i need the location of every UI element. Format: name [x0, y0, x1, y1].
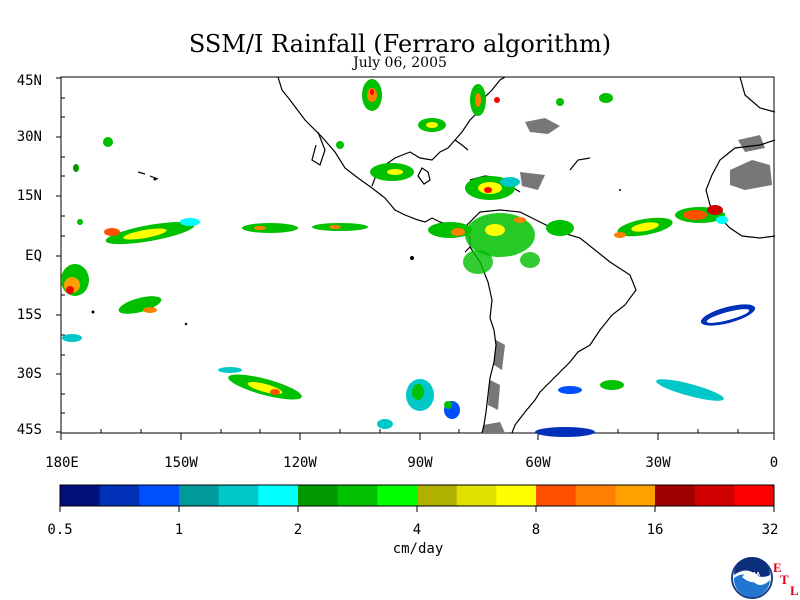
colorbar-swatch	[179, 485, 220, 506]
map-date: July 06, 2005	[353, 55, 447, 71]
map-frame	[60, 76, 775, 434]
lat-label-15s: 15S	[16, 307, 42, 323]
lon-label-0: 0	[769, 455, 779, 471]
etl-letter-e: E	[773, 560, 782, 575]
colorbar-unit: cm/day	[392, 541, 444, 557]
colorbar-swatch	[615, 485, 656, 506]
lat-label-30n: 30N	[16, 129, 42, 145]
lat-label-45s: 45S	[16, 422, 42, 438]
colorbar-swatch	[298, 485, 339, 506]
lon-label-120w: 120W	[283, 455, 317, 471]
colorbar-swatch	[575, 485, 616, 506]
colorbar-swatch	[218, 485, 259, 506]
noaa-logo	[731, 557, 773, 599]
lon-label-60w: 60W	[525, 455, 551, 471]
colorbar-swatch	[456, 485, 497, 506]
lon-label-30w: 30W	[645, 455, 671, 471]
colorbar-swatch	[99, 485, 140, 506]
lat-label-30s: 30S	[16, 366, 42, 382]
islands	[91, 177, 621, 326]
colorbar-swatch	[377, 485, 418, 506]
lon-label-180e: 180E	[45, 455, 79, 471]
coastlines	[137, 76, 776, 434]
colorbar-label-1: 1	[174, 522, 184, 538]
colorbar-swatch	[655, 485, 696, 506]
lon-label-150w: 150W	[164, 455, 198, 471]
colorbar-swatch	[258, 485, 299, 506]
colorbar-swatch	[417, 485, 458, 506]
colorbar-label-4: 8	[531, 522, 541, 538]
colorbar-swatch	[139, 485, 180, 506]
colorbar-ticks	[59, 506, 775, 512]
colorbar-swatch	[536, 485, 577, 506]
colorbar-swatch	[496, 485, 537, 506]
lat-label-eq: EQ	[25, 248, 42, 264]
map-title: SSM/I Rainfall (Ferraro algorithm)	[188, 30, 612, 58]
colorbar-label-0: 0.5	[47, 522, 73, 538]
colorbar-label-3: 4	[412, 522, 422, 538]
lat-label-45n: 45N	[16, 73, 42, 89]
etl-letter-t: T	[780, 572, 789, 587]
lat-label-15n: 15N	[16, 188, 42, 204]
colorbar-swatches	[60, 485, 775, 506]
noaa-logo-text: NOAA	[743, 572, 761, 578]
lon-label-90w: 90W	[407, 455, 433, 471]
rainfall-patches	[61, 79, 756, 437]
colorbar-label-5: 16	[646, 522, 664, 538]
no-data-areas	[482, 118, 772, 433]
etl-letter-l: L	[790, 583, 799, 598]
colorbar-label-2: 2	[293, 522, 303, 538]
colorbar-swatch	[734, 485, 775, 506]
colorbar-label-6: 32	[761, 522, 779, 538]
colorbar-swatch	[60, 485, 101, 506]
colorbar-swatch	[337, 485, 378, 506]
colorbar-swatch	[694, 485, 735, 506]
